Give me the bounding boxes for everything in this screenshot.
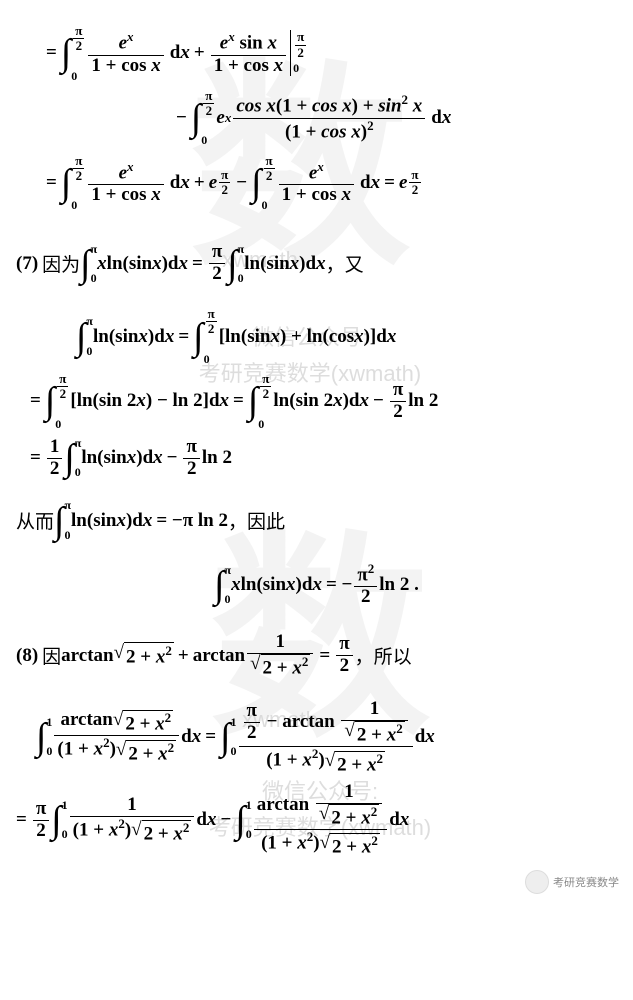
equation-7a: ∫π0 ln(sin x)dx = ∫π20 [ln(sin x) + ln(c… xyxy=(16,307,617,366)
problem-7-therefore: 从而 ∫π0 ln(sin x)dx = −π ln 2 ，因此 xyxy=(16,499,617,541)
equation-7e: ∫π0 x ln(sin x)dx = − π22 ln 2 . xyxy=(16,562,617,608)
logo-icon xyxy=(525,870,549,894)
equation-8a: ∫10 arctan√2 + x2 (1 + x2)√2 + x2 dx = ∫… xyxy=(16,699,617,776)
equation-7c: = 12 ∫π0 ln(sin x)dx − π2 ln 2 xyxy=(16,437,617,480)
equation-2: − ∫ π20 ex cos x(1 + cos x) + sin2 x(1 +… xyxy=(16,89,617,148)
logo-label: 考研竞赛数学 xyxy=(553,874,619,890)
source-logo: 考研竞赛数学 xyxy=(525,870,619,894)
equation-3: = ∫ π20 ex1 + cos x dx + eπ2 − ∫ π20 ex1… xyxy=(16,154,617,213)
problem-8-intro: (8)因 arctan√2 + x2 + arctan 1√2 + x2 = π… xyxy=(16,632,617,679)
equation-7b: = ∫π20 [ln(sin 2x) − ln 2]dx = ∫π20 ln(s… xyxy=(16,372,617,431)
equation-8b: = π2 ∫10 1 (1 + x2)√2 + x2 dx − ∫10 arct… xyxy=(16,782,617,859)
problem-7-intro: (7)因为 ∫π0 x ln(sin x)dx = π2 ∫π0 ln(sin … xyxy=(16,242,617,285)
equation-1: = ∫ π20 ex1 + cos x dx + ex sin x1 + cos… xyxy=(16,24,617,83)
